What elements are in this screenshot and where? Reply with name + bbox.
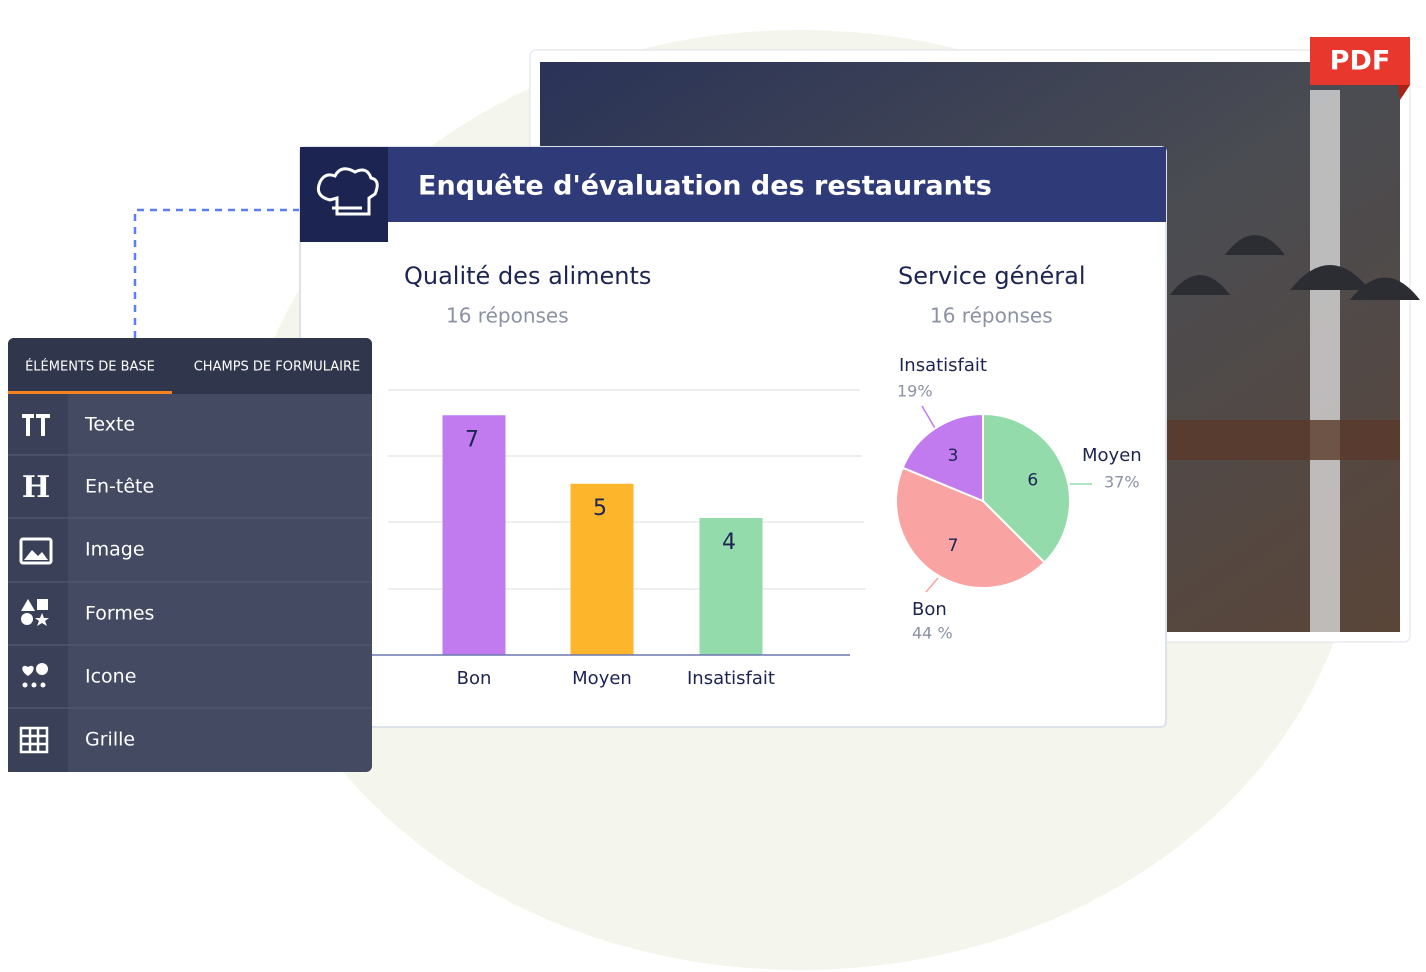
pie-share-label: 19% (897, 382, 933, 401)
svg-text:H: H (22, 470, 50, 505)
active-tab-underline (8, 391, 172, 394)
icon-column (8, 394, 68, 772)
bar-subtitle: 16 réponses (446, 304, 569, 328)
pie-value-label: 6 (1027, 470, 1038, 490)
pie-leaders (921, 405, 1092, 593)
report-header (300, 147, 1166, 222)
chef-icon (316, 167, 379, 216)
photo-pillar (1310, 90, 1340, 632)
pie-slice (895, 466, 1046, 589)
sidebar-tab[interactable]: ÉLÉMENTS DE BASE (25, 359, 155, 375)
sidebar-icons: H (19, 414, 53, 754)
sidebar-item[interactable]: Formes (85, 603, 154, 625)
bar-value-label: 4 (722, 530, 736, 555)
pie-value-label: 3 (948, 446, 959, 466)
pie-share-label: 44 % (912, 624, 953, 643)
sidebar-item[interactable]: Texte (84, 414, 135, 436)
pdf-label: PDF (1330, 46, 1391, 77)
pie-subtitle: 16 réponses (930, 304, 1053, 328)
x-tick-label: Moyen (572, 668, 632, 689)
photo-table (1166, 420, 1400, 460)
pie-title: Service général (898, 262, 1086, 290)
pdf-badge (1310, 37, 1410, 85)
pie-chart: 6 Moyen 37% 7 Bon 44 % 3 Insatisfait 19% (895, 355, 1142, 643)
sidebar-item[interactable]: En-tête (85, 476, 154, 498)
sidebar-tabs (8, 338, 372, 394)
pie-slice (901, 412, 984, 503)
photo-lamps (1170, 235, 1420, 300)
pie-slice (982, 412, 1072, 564)
pie-category-label: Insatisfait (899, 355, 987, 376)
bar (570, 483, 634, 655)
bar-value-label: 5 (593, 496, 607, 521)
sidebar-item[interactable]: Image (85, 539, 145, 561)
connector (133, 208, 300, 338)
pie-category-label: Moyen (1082, 445, 1142, 466)
bar (442, 415, 506, 655)
report-title: Enquête d'évaluation des restaurants (418, 171, 992, 202)
x-tick-label: Bon (457, 668, 492, 689)
pie-category-label: Bon (912, 599, 947, 620)
bar-chart: 7 Bon 5 Moyen 4 Insatisfait (442, 415, 775, 689)
bar-title: Qualité des aliments (404, 262, 651, 290)
pie-share-label: 37% (1104, 473, 1140, 492)
pdf-badge-fold (1398, 85, 1410, 100)
sidebar-tab[interactable]: CHAMPS DE FORMULAIRE (194, 360, 361, 375)
x-tick-label: Insatisfait (687, 668, 775, 689)
sidebar (8, 338, 372, 772)
sidebar-item[interactable]: Icone (85, 666, 136, 688)
sidebar-item[interactable]: Grille (85, 729, 135, 751)
pie-value-label: 7 (948, 536, 959, 556)
bar (699, 518, 763, 655)
sidebar-items: Texte En-tête Image Formes Icone Grille (8, 414, 372, 751)
bar-value-label: 7 (465, 427, 479, 452)
